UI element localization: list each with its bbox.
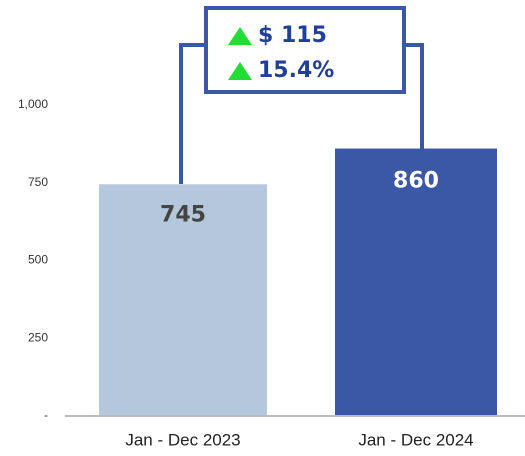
y-tick-label: 750 [28, 175, 48, 189]
bracket-left [179, 43, 205, 184]
x-tick-label: Jan - Dec 2024 [358, 430, 473, 449]
y-tick-label: 500 [28, 253, 48, 267]
bar [99, 184, 267, 416]
y-tick-label: 1,000 [18, 97, 48, 111]
bar [335, 148, 497, 417]
value-label: 860 [393, 169, 439, 194]
y-tick-label: 250 [28, 330, 48, 344]
up-arrow [228, 27, 252, 45]
bracket-right [405, 43, 424, 150]
annotation: 15.4% [258, 58, 334, 83]
x-tick-label: Jan - Dec 2023 [125, 430, 240, 449]
value-label: 745 [160, 202, 206, 227]
y-tick-label: - [44, 408, 48, 422]
up-arrow [228, 62, 252, 80]
annotation: $ 115 [258, 23, 327, 48]
